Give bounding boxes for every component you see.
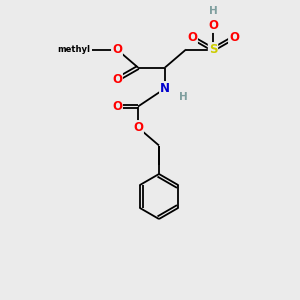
Text: methyl: methyl <box>57 45 90 54</box>
Text: H: H <box>178 92 187 103</box>
Text: O: O <box>112 100 122 113</box>
Text: O: O <box>112 43 122 56</box>
Text: O: O <box>187 31 197 44</box>
Text: H: H <box>208 5 217 16</box>
Text: O: O <box>208 19 218 32</box>
Text: S: S <box>209 43 217 56</box>
Text: O: O <box>112 73 122 86</box>
Text: O: O <box>133 121 143 134</box>
Text: O: O <box>229 31 239 44</box>
Text: N: N <box>160 82 170 95</box>
